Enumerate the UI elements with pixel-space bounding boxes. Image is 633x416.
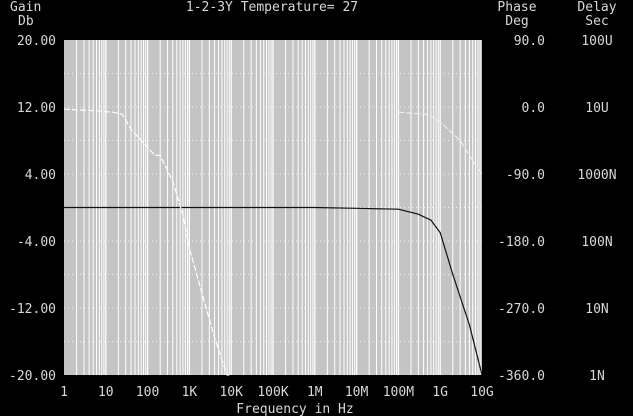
gain-tick-label: 4.00 <box>25 168 56 183</box>
x-tick-label: 10 <box>98 385 114 400</box>
x-tick-label: 10K <box>219 385 243 400</box>
delay-tick-label: 10U <box>585 101 608 116</box>
x-tick-label: 1M <box>307 385 323 400</box>
delay-tick-label: 1000N <box>577 168 616 183</box>
gain-tick-label: 12.00 <box>17 101 56 116</box>
delay-axis-label-line2: Sec <box>585 14 608 29</box>
x-tick-label: 100M <box>383 385 414 400</box>
series-line-2 <box>63 108 230 376</box>
x-tick-label: 1K <box>182 385 198 400</box>
phase-tick-label: 90.0 <box>514 34 545 49</box>
series-line-1 <box>64 206 483 376</box>
gain-tick-label: 20.00 <box>17 34 56 49</box>
delay-tick-label: 100U <box>581 34 612 49</box>
gain-tick-label: -4.00 <box>17 235 56 250</box>
x-axis-label: Frequency in Hz <box>236 402 353 416</box>
gain-tick-label: -20.00 <box>9 369 56 384</box>
delay-axis-label-line1: Delay <box>577 0 616 15</box>
gain-axis-label-line1: Gain <box>10 0 41 15</box>
chart-title: 1-2-3Y Temperature= 27 <box>186 0 358 15</box>
x-tick-label: 10M <box>345 385 369 400</box>
phase-tick-label: -180.0 <box>498 235 545 250</box>
phase-axis-label-line1: Phase <box>497 0 536 15</box>
phase-tick-label: -360.0 <box>498 369 545 384</box>
x-tick-label: 100 <box>136 385 159 400</box>
delay-tick-label: 10N <box>585 302 608 317</box>
x-tick-label: 1 <box>60 385 68 400</box>
gain-tick-label: -12.00 <box>9 302 56 317</box>
series-line-3 <box>398 111 483 175</box>
x-tick-label: 100K <box>257 385 288 400</box>
phase-tick-label: -90.0 <box>506 168 545 183</box>
delay-tick-label: 1N <box>589 369 605 384</box>
phase-tick-label: 0.0 <box>522 101 545 116</box>
delay-tick-label: 100N <box>581 235 612 250</box>
gain-axis-label-line2: Db <box>18 14 34 29</box>
x-tick-label: 1G <box>432 385 448 400</box>
phase-axis-label-line2: Deg <box>505 14 528 29</box>
phase-tick-label: -270.0 <box>498 302 545 317</box>
x-tick-label: 10G <box>470 385 494 400</box>
